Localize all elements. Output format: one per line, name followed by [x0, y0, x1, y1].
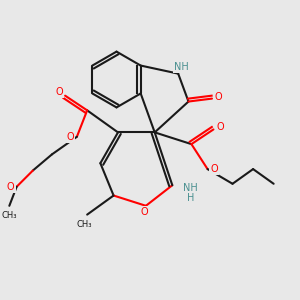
- Text: O: O: [67, 132, 74, 142]
- Text: CH₃: CH₃: [76, 220, 92, 230]
- Text: O: O: [7, 182, 15, 192]
- Text: O: O: [56, 87, 63, 97]
- Text: NH: NH: [183, 183, 198, 193]
- Text: O: O: [210, 164, 218, 174]
- Text: O: O: [214, 92, 222, 102]
- Text: O: O: [216, 122, 224, 131]
- Text: NH: NH: [174, 62, 188, 72]
- Text: CH₃: CH₃: [2, 211, 17, 220]
- Text: H: H: [187, 193, 194, 202]
- Text: O: O: [141, 207, 148, 217]
